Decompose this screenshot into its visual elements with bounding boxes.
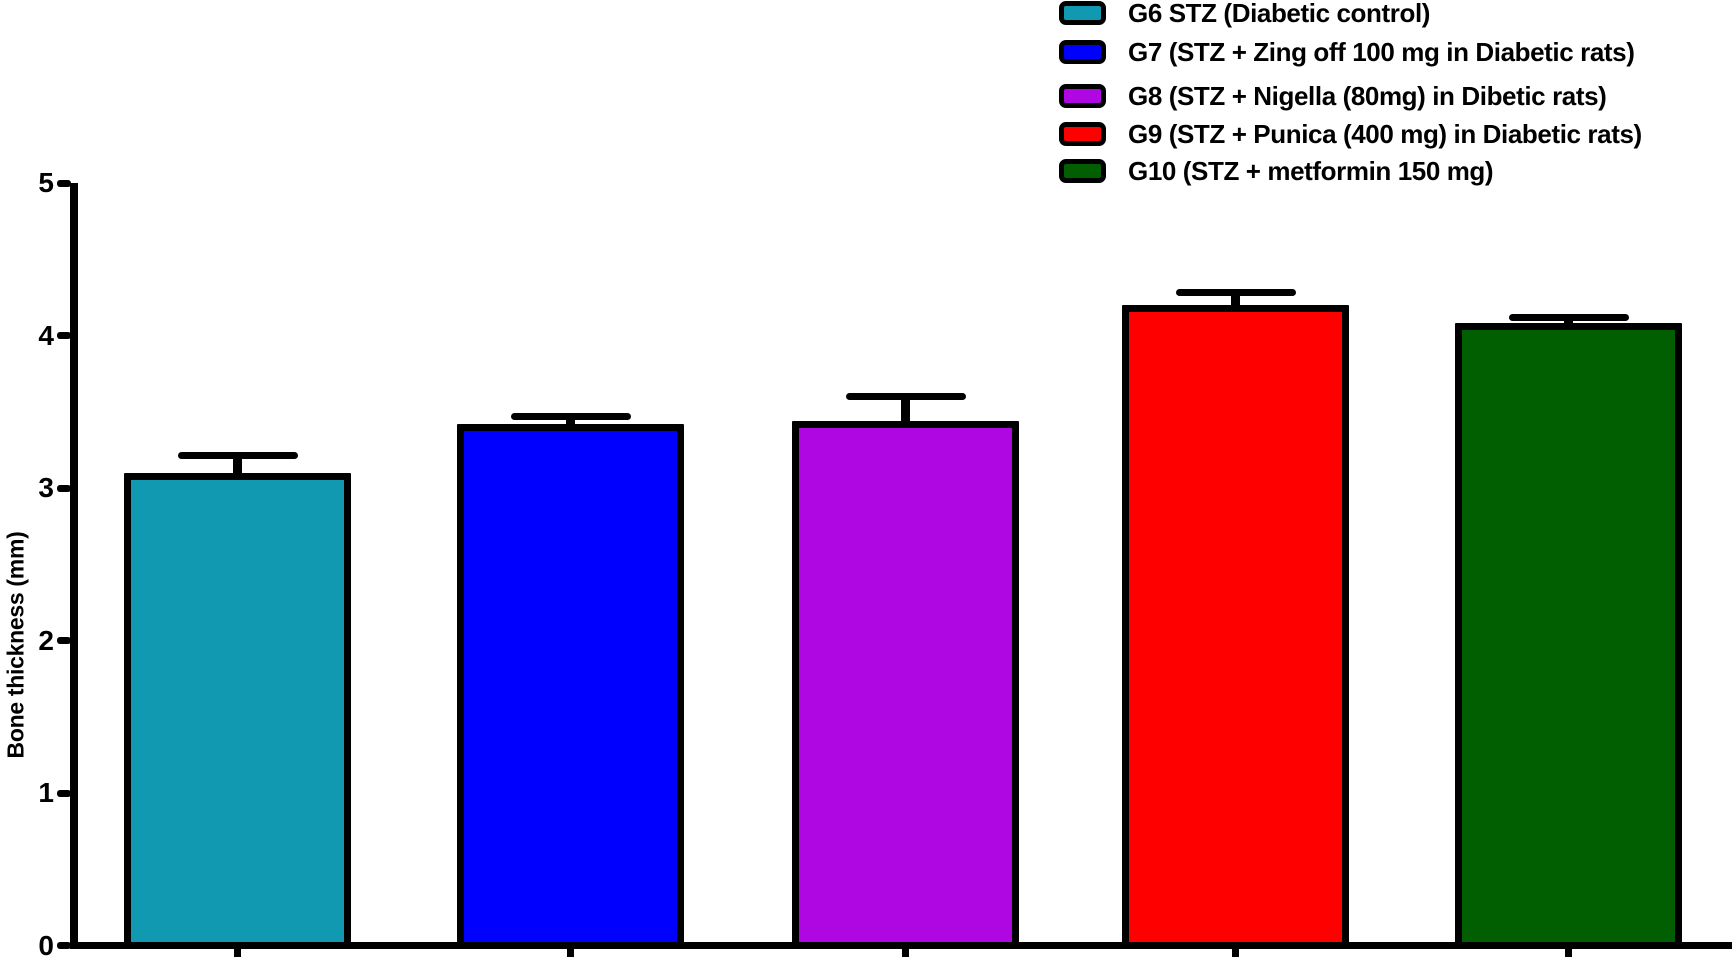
bar-g7 [457, 423, 684, 949]
x-tick-mark-g7 [567, 947, 574, 957]
bar-g10 [1455, 323, 1682, 949]
bar-g8 [792, 420, 1019, 949]
y-axis-line [70, 183, 78, 949]
y-tick-mark-4 [57, 332, 71, 339]
x-tick-mark-g9 [1232, 947, 1239, 957]
error-bar-cap-g9 [1175, 289, 1296, 297]
y-tick-mark-2 [57, 637, 71, 644]
error-bar-stem-g8 [901, 396, 910, 424]
legend-swatch-g9 [1059, 122, 1106, 146]
legend-item-g9: G9 (STZ + Punica (400 mg) in Diabetic ra… [1055, 121, 1732, 148]
x-tick-mark-g8 [902, 947, 909, 957]
legend-swatch-g8 [1059, 84, 1106, 108]
legend-item-g10: G10 (STZ + metformin 150 mg) [1055, 158, 1732, 185]
error-bar-cap-g8 [845, 393, 966, 400]
legend-label-g7: G7 (STZ + Zing off 100 mg in Diabetic ra… [1128, 37, 1635, 67]
error-bar-cap-g6 [177, 452, 298, 460]
error-bar-stem-g9 [1231, 292, 1240, 308]
error-bar-stem-g7 [566, 416, 575, 427]
y-tick-label-4: 4 [38, 319, 54, 351]
legend-label-g10: G10 (STZ + metformin 150 mg) [1128, 156, 1494, 186]
y-tick-mark-1 [57, 789, 71, 797]
error-bar-cap-g10 [1508, 313, 1629, 321]
legend-item-g8: G8 (STZ + Nigella (80mg) in Dibetic rats… [1055, 83, 1732, 110]
legend-item-g7: G7 (STZ + Zing off 100 mg in Diabetic ra… [1055, 39, 1732, 66]
y-tick-label-1: 1 [38, 777, 54, 808]
legend-item-g6: G6 STZ (Diabetic control) [1055, 0, 1732, 27]
legend-label-g9: G9 (STZ + Punica (400 mg) in Diabetic ra… [1128, 119, 1642, 149]
x-tick-mark-g10 [1565, 947, 1572, 957]
error-bar-cap-g7 [510, 412, 631, 420]
legend: G6 STZ (Diabetic control) G7 (STZ + Zing … [1055, 0, 1732, 190]
y-tick-label-5: 5 [38, 167, 54, 198]
y-tick-mark-5 [57, 179, 71, 187]
error-bar-stem-g10 [1564, 317, 1573, 327]
legend-label-g8: G8 (STZ + Nigella (80mg) in Dibetic rats… [1128, 81, 1607, 111]
y-tick-label-0: 0 [38, 929, 54, 957]
legend-swatch-g6 [1059, 1, 1106, 25]
y-tick-mark-0 [57, 942, 71, 949]
legend-label-g6: G6 STZ (Diabetic control) [1128, 0, 1431, 28]
x-tick-mark-g6 [234, 947, 241, 957]
y-tick-label-2: 2 [38, 624, 54, 656]
legend-swatch-g10 [1059, 159, 1106, 183]
error-bar-stem-g6 [233, 455, 242, 476]
legend-swatch-g7 [1059, 40, 1106, 64]
y-tick-mark-3 [57, 484, 71, 492]
bar-g9 [1122, 305, 1349, 949]
y-tick-label-3: 3 [38, 472, 54, 503]
bar-g6 [124, 472, 351, 949]
